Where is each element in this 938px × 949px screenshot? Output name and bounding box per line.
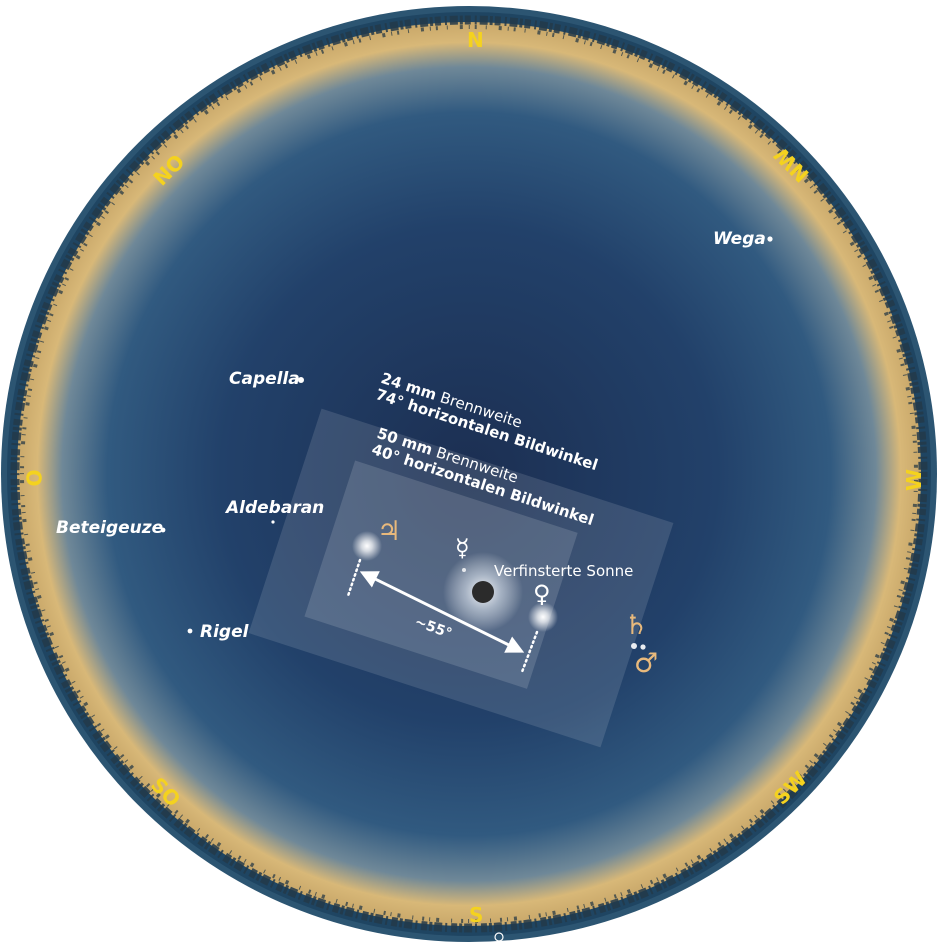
eclipsed-sun — [472, 581, 494, 603]
venus-drop-line — [520, 630, 539, 674]
mars-symbol: ♂ — [634, 648, 659, 679]
aldebaran-label: Aldebaran — [226, 498, 325, 518]
saturn-dot — [631, 643, 637, 649]
horizon-silhouette — [10, 15, 928, 933]
jupiter-drop-line — [346, 558, 362, 598]
rigel-star — [187, 628, 193, 634]
bottom-marker — [494, 932, 504, 942]
compass-east: O — [22, 469, 47, 487]
venus-glow — [528, 602, 558, 632]
compass-west: W — [902, 468, 927, 492]
saturn-symbol: ♄ — [624, 610, 649, 641]
capella-label: Capella — [229, 369, 300, 389]
venus-symbol: ♀ — [533, 580, 551, 608]
aldebaran-star — [271, 520, 275, 524]
mars-dot — [640, 644, 646, 650]
beteigeuze-label: Beteigeuze — [56, 518, 164, 538]
sun-label: Verfinsterte Sonne — [494, 562, 634, 580]
wega-label: Wega — [713, 229, 766, 249]
compass-south: S — [469, 903, 484, 927]
jupiter-symbol: ♃ — [377, 516, 402, 547]
rigel-label: Rigel — [200, 622, 249, 642]
capella-star — [298, 377, 304, 383]
mercury-dot — [462, 568, 466, 572]
beteigeuze-star — [160, 527, 166, 533]
wega-star — [767, 236, 773, 242]
sky-disk — [17, 22, 921, 926]
distance-arrow — [359, 571, 525, 653]
mercury-symbol: ☿ — [455, 534, 470, 562]
compass-north: N — [467, 28, 484, 52]
jupiter-glow — [352, 531, 382, 561]
